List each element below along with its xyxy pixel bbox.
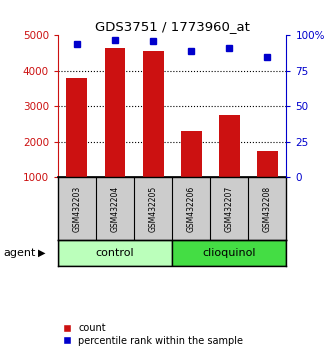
Bar <box>143 51 164 213</box>
Text: agent: agent <box>3 248 36 258</box>
Text: GSM432207: GSM432207 <box>225 185 234 232</box>
Bar <box>67 78 87 213</box>
Text: GSM432203: GSM432203 <box>72 185 81 232</box>
Text: GSM432208: GSM432208 <box>263 185 272 232</box>
Text: control: control <box>96 248 134 258</box>
Bar <box>105 48 125 213</box>
Bar <box>58 240 172 266</box>
Text: clioquinol: clioquinol <box>203 248 256 258</box>
Text: GSM432204: GSM432204 <box>111 185 119 232</box>
Bar <box>257 151 278 213</box>
Legend: count, percentile rank within the sample: count, percentile rank within the sample <box>63 323 243 346</box>
Text: ▶: ▶ <box>38 248 46 258</box>
Bar <box>219 115 240 213</box>
Bar <box>181 131 202 213</box>
Bar <box>172 240 286 266</box>
Text: GSM432206: GSM432206 <box>187 185 196 232</box>
Title: GDS3751 / 1773960_at: GDS3751 / 1773960_at <box>95 20 250 33</box>
Text: GSM432205: GSM432205 <box>149 185 158 232</box>
